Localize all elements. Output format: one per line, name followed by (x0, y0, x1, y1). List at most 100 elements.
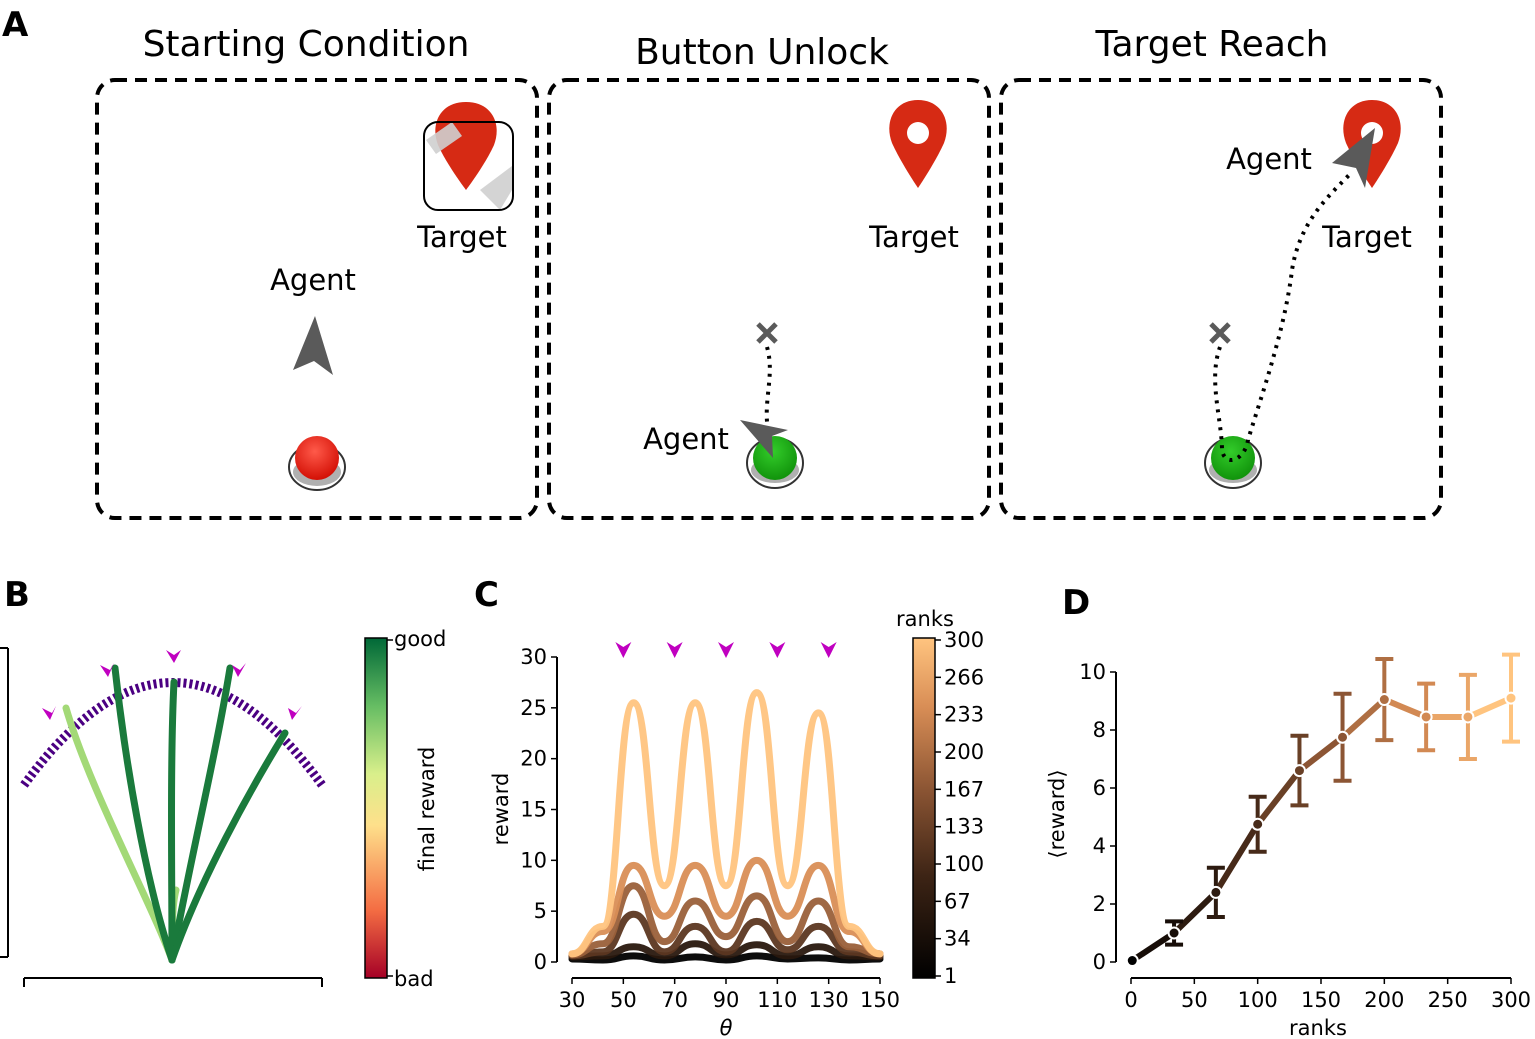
c-series-line (568, 856, 884, 958)
c-xlabel: θ (720, 1016, 733, 1039)
d-point (1377, 693, 1391, 707)
d-xlabel: ranks (1289, 1016, 1347, 1039)
d-ylabel: ⟨reward⟩ (1045, 769, 1069, 858)
d-point (1504, 691, 1518, 705)
target-markers-b (42, 650, 302, 720)
colorbar-good-label: good (394, 627, 446, 651)
c-colorbar-tick-label: 100 (944, 852, 984, 876)
panel-a-title-1: Starting Condition (143, 24, 470, 65)
c-ytick-label: 30 (520, 645, 547, 669)
reward-colorbar (364, 637, 388, 979)
c-colorbar-tick-label: 34 (944, 927, 971, 951)
panel-a-title-3: Target Reach (1094, 24, 1328, 65)
rank-colorbar (912, 637, 936, 979)
c-xtick-label: 30 (559, 988, 586, 1012)
d-line-segment (1296, 734, 1346, 774)
d-point (1461, 710, 1475, 724)
d-line-segment (1381, 696, 1430, 720)
c-target-marker (769, 642, 786, 658)
c-xtick-label: 150 (860, 988, 900, 1012)
c-ytick-label: 0 (534, 950, 547, 974)
c-colorbar-tick-label: 233 (944, 703, 984, 727)
d-line-segment (1339, 696, 1388, 741)
d-ytick-label: 10 (1079, 660, 1106, 684)
red-button-icon (288, 436, 346, 491)
agent-arrow-icon-3 (1332, 128, 1375, 188)
trajectory-5 (168, 729, 289, 964)
c-xtick-label: 130 (809, 988, 849, 1012)
c-target-marker (820, 642, 837, 658)
d-point (1167, 926, 1181, 940)
c-colorbar-tick-label: 133 (944, 815, 984, 839)
agent-label-3: Agent (1226, 142, 1312, 176)
d-point (1251, 817, 1265, 831)
agent-path-2 (764, 346, 772, 431)
agent-label-2: Agent (643, 422, 729, 456)
d-point (1209, 885, 1223, 899)
c-series-line (568, 952, 884, 964)
panel-label-b: B (4, 575, 30, 615)
colorbar-reward-label: final reward (415, 747, 439, 872)
panel-a-title-2: Button Unlock (635, 32, 889, 73)
c-colorbar-tick-label: 300 (944, 628, 984, 652)
c-target-marker (615, 642, 632, 658)
d-ytick-label: 6 (1093, 776, 1106, 800)
c-xtick-label: 50 (610, 988, 637, 1012)
panel-label-a: A (2, 5, 29, 45)
target-label-1: Target (416, 220, 507, 254)
c-colorbar-tick-label: 167 (944, 777, 984, 801)
d-xtick-label: 250 (1428, 988, 1468, 1012)
d-point (1292, 764, 1306, 778)
panel-a: Starting Condition Button Unlock Target … (95, 24, 1443, 520)
d-xtick-label: 100 (1238, 988, 1278, 1012)
green-button-icon-2 (746, 436, 804, 489)
d-point (1125, 954, 1139, 968)
agent-path-3 (1213, 170, 1354, 462)
trajectory-2 (111, 664, 176, 964)
agent-label-1: Agent (270, 263, 356, 297)
colorbar-bad-label: bad (394, 967, 434, 991)
c-colorbar-tick-label: 266 (944, 665, 984, 689)
c-ytick-label: 5 (534, 899, 547, 923)
target-label-3: Target (1321, 220, 1412, 254)
target-label-2: Target (868, 220, 959, 254)
c-colorbar-title: ranks (896, 607, 954, 631)
c-colorbar-tick-label: 67 (944, 889, 971, 913)
d-point (1419, 710, 1433, 724)
d-line-segment (1212, 821, 1261, 896)
target-pin-icon-2 (889, 100, 947, 188)
c-xtick-label: 70 (661, 988, 688, 1012)
c-series-line (568, 882, 884, 959)
cross-mark-icon-3 (1209, 322, 1231, 344)
d-line-segment (1129, 930, 1178, 964)
d-line-segment (1171, 889, 1219, 936)
frame-button-unlock (547, 78, 991, 520)
d-ytick-label: 4 (1093, 834, 1106, 858)
d-ytick-label: 2 (1093, 892, 1106, 916)
panel-label-c: C (474, 575, 499, 615)
frame-target-reach (999, 78, 1443, 520)
green-button-icon-3 (1204, 436, 1262, 489)
c-target-marker (666, 642, 683, 658)
c-series-line (568, 689, 884, 958)
c-ytick-label: 10 (520, 848, 547, 872)
c-colorbar-tick-label: 200 (944, 740, 984, 764)
d-xtick-label: 50 (1181, 988, 1208, 1012)
d-line-segment (1464, 695, 1514, 720)
d-point (1336, 730, 1350, 744)
d-xtick-label: 200 (1364, 988, 1404, 1012)
c-series-line (568, 910, 884, 960)
cross-mark-icon-2 (756, 322, 778, 344)
d-ytick-label: 0 (1093, 950, 1106, 974)
c-target-marker (718, 642, 734, 658)
trajectory-1 (62, 704, 176, 964)
c-ytick-label: 20 (520, 747, 547, 771)
trajectory-4 (168, 664, 234, 964)
c-xtick-label: 110 (757, 988, 797, 1012)
d-line-segment (1254, 767, 1303, 828)
d-ytick-label: 8 (1093, 718, 1106, 742)
c-xtick-label: 90 (713, 988, 740, 1012)
